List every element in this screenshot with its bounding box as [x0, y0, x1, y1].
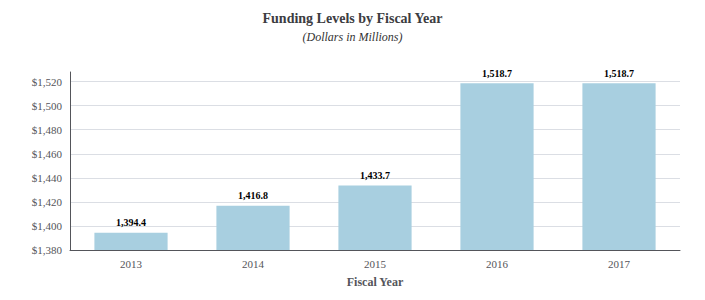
svg-text:2014: 2014: [242, 258, 265, 270]
svg-text:Funding Levels by Fiscal Year: Funding Levels by Fiscal Year: [263, 11, 443, 26]
svg-text:1,518.7: 1,518.7: [482, 68, 512, 79]
svg-text:$1,500: $1,500: [32, 100, 63, 112]
svg-text:$1,480: $1,480: [32, 124, 63, 136]
svg-text:(Dollars in Millions): (Dollars in Millions): [302, 30, 402, 44]
svg-text:1,416.8: 1,416.8: [238, 190, 268, 201]
svg-text:$1,520: $1,520: [32, 76, 63, 88]
svg-text:2016: 2016: [486, 258, 509, 270]
svg-text:1,518.7: 1,518.7: [604, 68, 634, 79]
svg-text:$1,420: $1,420: [32, 196, 63, 208]
svg-text:1,394.4: 1,394.4: [116, 217, 146, 228]
svg-text:$1,380: $1,380: [32, 244, 63, 256]
svg-text:$1,460: $1,460: [32, 148, 63, 160]
svg-text:2013: 2013: [120, 258, 143, 270]
svg-text:$1,440: $1,440: [32, 172, 63, 184]
svg-text:1,433.7: 1,433.7: [360, 170, 390, 181]
svg-text:$1,400: $1,400: [32, 220, 63, 232]
svg-text:Fiscal Year: Fiscal Year: [347, 275, 404, 289]
svg-text:2017: 2017: [608, 258, 631, 270]
svg-text:2015: 2015: [364, 258, 387, 270]
